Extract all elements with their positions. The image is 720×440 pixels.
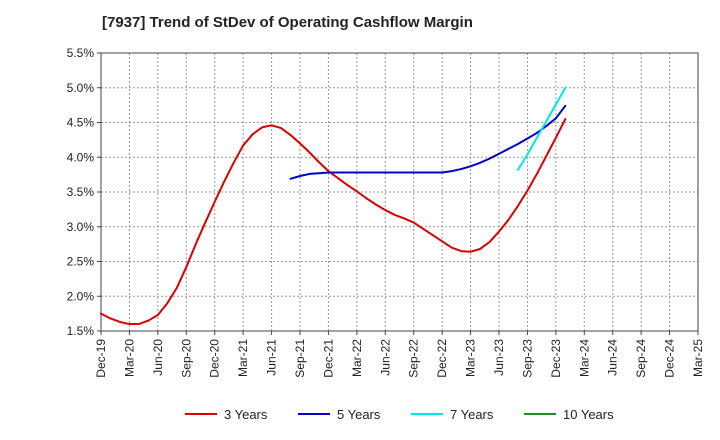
x-tick-label: Sep-23 xyxy=(520,339,534,378)
grid-layer xyxy=(101,53,698,331)
x-tick-label: Sep-22 xyxy=(407,339,421,378)
chart-title: [7937] Trend of StDev of Operating Cashf… xyxy=(102,14,473,31)
y-tick-label: 2.0% xyxy=(67,289,95,303)
series-layer xyxy=(100,86,567,326)
x-tick-label: Mar-20 xyxy=(122,339,136,377)
x-tick-label: Mar-24 xyxy=(577,339,591,377)
x-tick-label: Dec-22 xyxy=(435,339,449,378)
x-tick-label: Sep-21 xyxy=(293,339,307,378)
y-tick-label: 4.5% xyxy=(67,116,95,130)
legend-label: 3 Years xyxy=(224,407,268,422)
y-tick-label: 5.0% xyxy=(67,81,95,95)
y-tick-label: 3.0% xyxy=(67,220,95,234)
x-tick-label: Mar-22 xyxy=(350,339,364,377)
x-tick-label: Mar-21 xyxy=(236,339,250,377)
x-tick-label: Dec-21 xyxy=(321,339,335,378)
series-line-5-years xyxy=(289,104,567,180)
x-tick-label: Dec-19 xyxy=(94,339,108,378)
x-tick-label: Mar-25 xyxy=(691,339,705,377)
series-line-3-years xyxy=(100,118,567,326)
series-line-7-years xyxy=(516,86,567,171)
y-tick-label: 1.5% xyxy=(67,324,95,338)
x-tick-label: Dec-24 xyxy=(663,339,677,378)
x-tick-label: Sep-20 xyxy=(179,339,193,378)
x-tick-label: Jun-23 xyxy=(492,339,506,376)
x-tick-label: Dec-20 xyxy=(208,339,222,378)
x-tick-label: Sep-24 xyxy=(634,339,648,378)
x-tick-label: Jun-20 xyxy=(151,339,165,376)
x-tick-label: Mar-23 xyxy=(464,339,478,377)
x-tick-label: Dec-23 xyxy=(549,339,563,378)
legend: 3 Years 5 Years 7 Years 10 Years xyxy=(185,407,614,422)
legend-label: 10 Years xyxy=(563,407,614,422)
legend-label: 5 Years xyxy=(337,407,381,422)
x-tick-label: Jun-24 xyxy=(606,339,620,376)
y-tick-label: 3.5% xyxy=(67,185,95,199)
y-tick-label: 2.5% xyxy=(67,255,95,269)
y-axis-ticks: 1.5% 2.0% 2.5% 3.0% 3.5% 4.0% 4.5% 5.0% 5.5% xyxy=(67,46,101,338)
y-tick-label: 5.5% xyxy=(67,46,95,60)
y-tick-label: 4.0% xyxy=(67,150,95,164)
x-tick-label: Jun-22 xyxy=(378,339,392,376)
legend-label: 7 Years xyxy=(450,407,494,422)
x-tick-label: Jun-21 xyxy=(265,339,279,376)
x-axis-ticks: Dec-19 Mar-20 Jun-20 Sep-20 Dec-20 Mar-21 Jun-… xyxy=(94,331,705,378)
